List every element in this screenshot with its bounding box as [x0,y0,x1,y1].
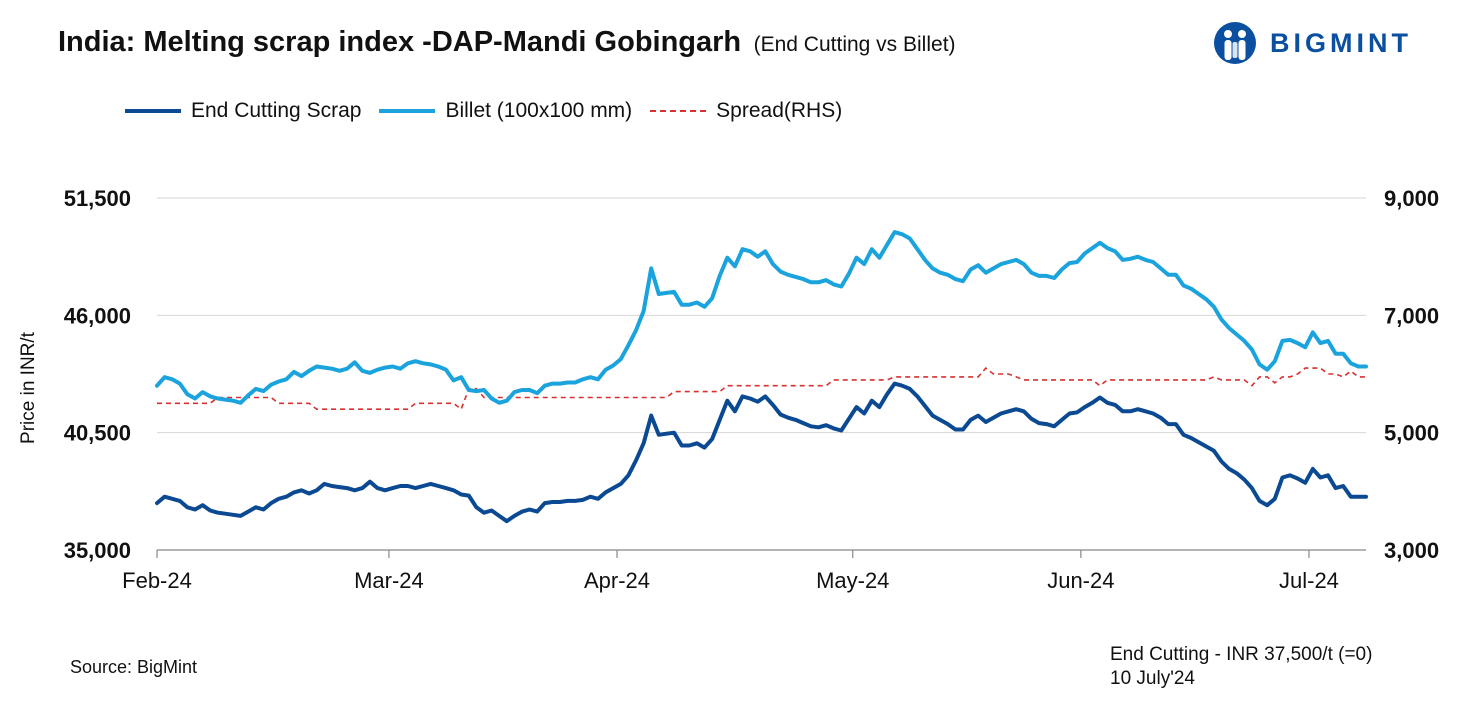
legend-item-spread: Spread(RHS) [650,99,842,123]
y2-tick-label: 5,000 [1384,421,1439,446]
chart-legend: End Cutting Scrap Billet (100x100 mm) Sp… [125,99,860,123]
chart-subtitle: (End Cutting vs Billet) [753,33,956,56]
source-note: Source: BigMint [70,657,198,677]
brand-name: BIGMINT [1270,27,1412,58]
y2-tick-label: 7,000 [1384,303,1439,328]
latest-price-line: End Cutting - INR 37,500/t (=0) [1110,644,1373,665]
legend-label-billet: Billet (100x100 mm) [445,99,633,122]
chart-title-row: India: Melting scrap index -DAP-Mandi Go… [58,26,956,59]
legend-swatch-scrap [125,109,181,113]
legend-item-billet: Billet (100x100 mm) [379,99,632,123]
y2-tick-label: 3,000 [1384,538,1439,563]
legend-swatch-billet [379,109,436,113]
y-tick-label: 51,500 [64,186,131,211]
y-tick-label: 46,000 [64,303,131,328]
legend-label-scrap: End Cutting Scrap [191,99,362,122]
x-tick-label: Jul-24 [1279,568,1339,593]
bigmint-logo: BIGMINT [1212,20,1412,66]
x-tick-label: Mar-24 [354,568,424,593]
legend-item-scrap: End Cutting Scrap [125,99,361,123]
series-line-spread [157,367,1366,411]
y-axis-title: Price in INR/t [18,331,39,444]
legend-swatch-spread [650,110,707,112]
x-tick-label: Apr-24 [584,568,650,593]
y2-tick-label: 9,000 [1384,186,1439,211]
x-tick-label: Feb-24 [122,568,192,593]
chart-title: India: Melting scrap index -DAP-Mandi Go… [58,26,742,58]
latest-price-note: End Cutting - INR 37,500/t (=0) 10 July'… [1110,643,1372,691]
series-line-billet [155,230,1368,405]
series-line-end-cutting-scrap [155,381,1368,524]
latest-price-date: 10 July'24 [1110,668,1195,689]
legend-label-spread: Spread(RHS) [716,99,843,122]
x-tick-label: Jun-24 [1047,568,1114,593]
y-tick-label: 40,500 [64,421,131,446]
people-logo-icon [1214,22,1256,64]
y-tick-label: 35,000 [64,538,131,563]
x-tick-label: May-24 [816,568,889,593]
